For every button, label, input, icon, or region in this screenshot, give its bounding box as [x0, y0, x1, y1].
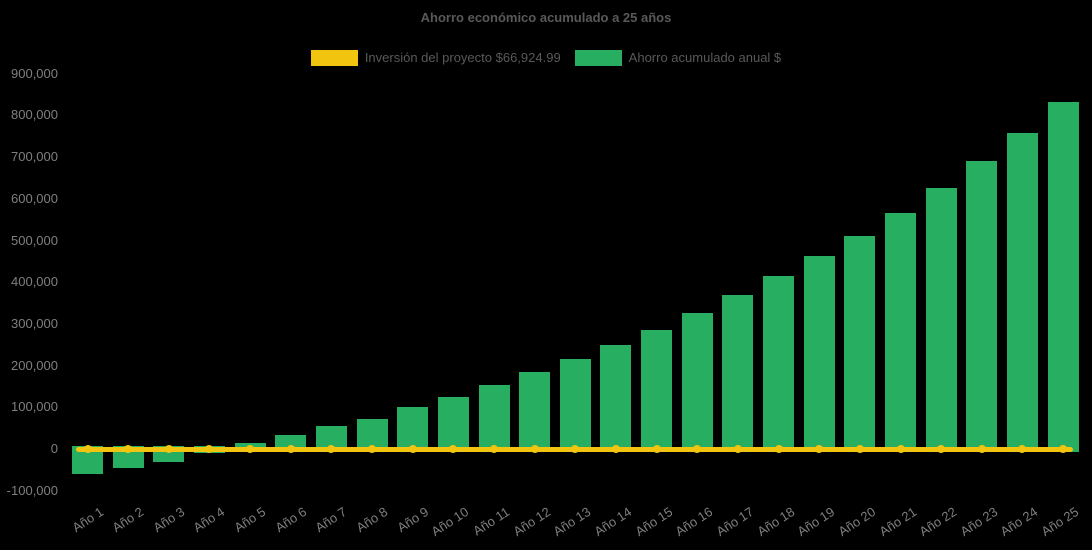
investment-line-marker[interactable]: [327, 445, 336, 453]
investment-line-marker[interactable]: [1018, 445, 1027, 453]
bar-año-16[interactable]: [681, 312, 713, 452]
legend-label-inversion: Inversión del proyecto $66,924.99: [364, 50, 561, 65]
investment-line-marker[interactable]: [733, 445, 742, 453]
y-axis-tick-label: 700,000: [11, 149, 58, 165]
bar-año-17[interactable]: [722, 294, 754, 452]
investment-line-marker[interactable]: [408, 445, 417, 453]
bar-año-25[interactable]: [1047, 102, 1079, 452]
bar-año-20[interactable]: [844, 236, 876, 452]
legend: Inversión del proyecto $66,924.99 Ahorro…: [0, 49, 1092, 66]
legend-swatch-inversion: [310, 49, 358, 66]
y-axis-tick-label: 900,000: [11, 65, 58, 81]
y-axis-tick-label: 500,000: [11, 232, 58, 248]
investment-line-marker[interactable]: [693, 445, 702, 453]
bar-año-24[interactable]: [1006, 133, 1038, 452]
investment-line-marker[interactable]: [937, 445, 946, 453]
legend-item-ahorro[interactable]: Ahorro acumulado anual $: [574, 49, 782, 66]
bar-año-2[interactable]: [112, 446, 144, 469]
legend-swatch-ahorro: [574, 49, 622, 66]
investment-line-marker[interactable]: [571, 445, 580, 453]
bar-año-11[interactable]: [478, 384, 510, 452]
bar-año-12[interactable]: [519, 372, 551, 452]
bar-año-13[interactable]: [559, 359, 591, 452]
investment-line-marker[interactable]: [83, 445, 92, 453]
y-axis-tick-label: 0: [50, 441, 58, 456]
investment-line-marker[interactable]: [124, 445, 133, 453]
investment-line-marker[interactable]: [164, 445, 173, 453]
bar-año-21[interactable]: [885, 212, 916, 452]
investment-line-marker[interactable]: [652, 445, 661, 453]
investment-line-marker[interactable]: [246, 445, 255, 453]
chart-title: Ahorro económico acumulado a 25 años: [420, 10, 672, 25]
legend-label-ahorro: Ahorro acumulado anual $: [628, 50, 782, 65]
investment-line-marker[interactable]: [530, 445, 539, 453]
investment-line-marker[interactable]: [611, 445, 620, 453]
investment-line-marker[interactable]: [896, 445, 905, 453]
y-axis-tick-label: 200,000: [11, 357, 58, 373]
y-axis-tick-label: -100,000: [6, 482, 58, 498]
bar-año-22[interactable]: [925, 187, 957, 452]
investment-line-marker[interactable]: [205, 445, 214, 453]
bar-año-15[interactable]: [641, 329, 673, 452]
investment-line-marker[interactable]: [977, 445, 986, 453]
bar-año-18[interactable]: [763, 276, 795, 452]
y-axis-tick-label: 800,000: [11, 107, 58, 123]
y-axis-tick-label: 100,000: [11, 399, 58, 415]
bar-año-14[interactable]: [600, 344, 632, 452]
investment-line-marker[interactable]: [490, 445, 498, 453]
y-axis-tick-label: 300,000: [11, 315, 58, 331]
bar-año-23[interactable]: [966, 160, 998, 452]
investment-line-marker[interactable]: [1059, 445, 1068, 453]
legend-item-inversion[interactable]: Inversión del proyecto $66,924.99: [310, 49, 561, 66]
y-axis-tick-label: 400,000: [11, 274, 58, 290]
bar-año-19[interactable]: [803, 256, 835, 452]
investment-line-marker[interactable]: [286, 445, 295, 453]
investment-line-marker[interactable]: [774, 445, 783, 453]
bar-año-9[interactable]: [397, 406, 429, 452]
investment-line-marker[interactable]: [815, 445, 824, 453]
investment-line-marker[interactable]: [855, 445, 864, 453]
investment-line-marker[interactable]: [449, 445, 458, 453]
bar-año-10[interactable]: [437, 397, 469, 452]
y-axis-tick-label: 600,000: [11, 190, 58, 206]
investment-line-marker[interactable]: [368, 445, 377, 453]
